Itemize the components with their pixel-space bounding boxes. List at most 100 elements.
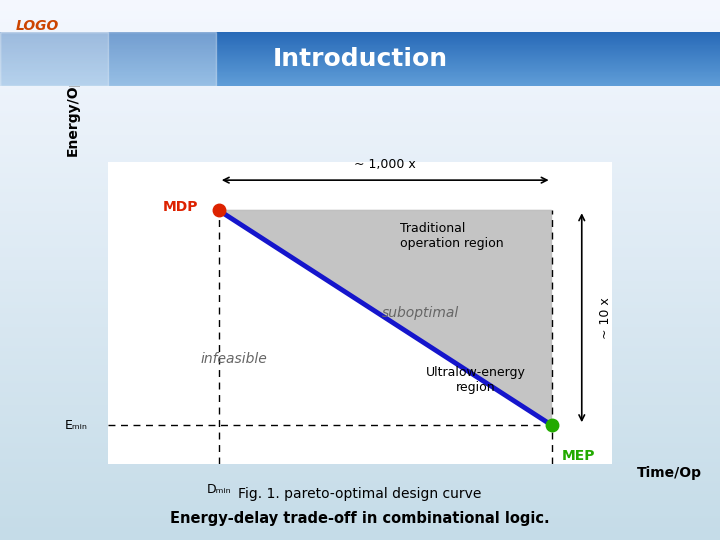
Bar (0, 219, 720, 221)
Bar (0, 94, 720, 97)
Bar (0, 46, 720, 49)
Bar (0, 451, 720, 454)
Bar (0, 65, 720, 66)
Bar (0, 205, 720, 208)
Bar (0, 92, 720, 94)
Bar (0, 437, 720, 440)
Bar (0, 394, 720, 397)
Bar (0, 62, 720, 63)
Bar (0, 230, 720, 232)
Bar (0, 64, 720, 65)
Bar (0, 313, 720, 316)
Bar (0, 84, 720, 86)
Bar (0, 127, 720, 130)
Bar (0, 55, 720, 56)
Bar (0, 256, 720, 259)
Bar (0, 3, 720, 5)
Bar (0, 57, 720, 58)
Bar (0, 494, 720, 497)
Bar (0, 489, 720, 491)
Bar (0, 81, 720, 84)
Bar (0, 524, 720, 526)
Bar (0, 34, 720, 35)
Bar (0, 85, 720, 86)
Bar (0, 63, 720, 64)
Bar (0, 74, 720, 75)
Bar (0, 267, 720, 270)
Bar (0, 481, 720, 483)
Bar (0, 348, 720, 351)
Bar (0, 75, 720, 76)
Bar (0, 146, 720, 148)
Polygon shape (219, 211, 552, 425)
Bar (0, 319, 720, 321)
Bar (0, 373, 720, 375)
Bar (0, 454, 720, 456)
Bar (0, 108, 720, 111)
Bar (0, 73, 720, 76)
Text: Energy/Op: Energy/Op (66, 75, 80, 156)
Bar (0, 254, 720, 256)
Bar (0, 5, 720, 8)
Bar (0, 86, 720, 89)
Bar (0, 270, 720, 273)
Bar (0, 52, 720, 53)
Bar (0, 79, 720, 80)
Bar (0, 40, 720, 41)
Bar (0, 221, 720, 224)
Bar (0, 46, 720, 47)
Bar (0, 62, 720, 65)
Bar (0, 73, 720, 74)
Bar (0, 389, 720, 392)
Bar (0, 38, 720, 40)
Bar (0, 16, 720, 19)
Bar (0, 130, 720, 132)
Bar (0, 418, 720, 421)
Bar (0, 289, 720, 292)
Bar (0, 61, 720, 62)
Bar (0, 424, 720, 427)
Bar (0, 243, 720, 246)
Bar (0, 208, 720, 211)
Bar (0, 284, 720, 286)
Bar (0, 443, 720, 445)
Bar (0, 459, 720, 462)
Bar (0, 116, 720, 119)
Bar (0, 259, 720, 262)
Bar (0, 518, 720, 521)
Bar (0, 475, 720, 478)
Bar (0, 240, 720, 243)
Bar (0, 297, 720, 300)
Bar (0, 189, 720, 192)
Bar (0, 49, 720, 51)
Bar (0, 532, 720, 535)
Bar (0, 151, 720, 154)
Bar (0, 462, 720, 464)
Bar (0, 232, 720, 235)
Bar (0, 89, 720, 92)
Bar (0, 383, 720, 386)
Text: MEP: MEP (562, 449, 595, 463)
Bar (0, 67, 720, 68)
Bar (0, 43, 720, 44)
Bar (0, 14, 720, 16)
Bar (0, 30, 720, 32)
Bar (0, 132, 720, 135)
Bar (0, 33, 720, 34)
Bar (0, 192, 720, 194)
Bar (0, 70, 720, 73)
Bar (0, 100, 720, 103)
Bar (0, 537, 720, 540)
Bar (0, 81, 720, 82)
Bar (0, 329, 720, 332)
Bar (0, 273, 720, 275)
Bar (0, 35, 720, 38)
Bar (0, 456, 720, 459)
Bar (0, 375, 720, 378)
Bar (0, 140, 720, 143)
Bar (0, 397, 720, 400)
Bar (0, 68, 720, 69)
Bar (0, 235, 720, 238)
Bar (0, 338, 720, 340)
Bar (0, 248, 720, 251)
